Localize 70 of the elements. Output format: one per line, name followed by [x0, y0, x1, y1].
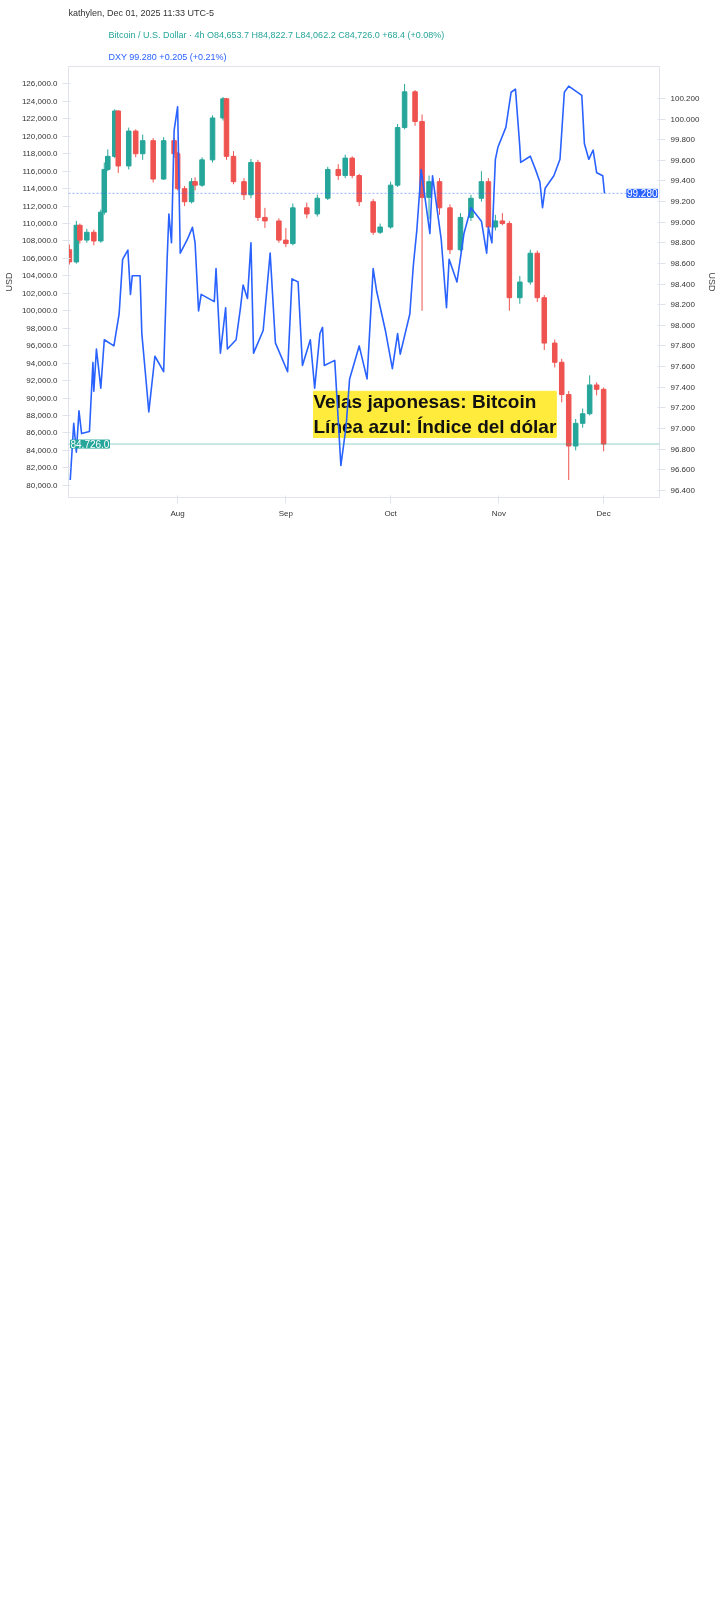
line-series: [69, 85, 606, 481]
y2-tick-label: 96.600: [670, 465, 696, 475]
ref-line-label: 99.280: [626, 188, 658, 200]
y-tick-label: 110,000.0: [22, 219, 59, 229]
y-tick-label: 84,000.0: [26, 445, 59, 455]
y-tick-label: 92,000.0: [26, 376, 59, 386]
y-tick-label: 96,000.0: [26, 341, 59, 351]
y2-tick-label: 99.400: [670, 176, 696, 186]
y2-tick-label: 97.000: [670, 423, 696, 433]
y2-tick-label: 96.800: [670, 444, 696, 454]
y2-tick-label: 98.800: [670, 238, 696, 248]
x-tick-label: Oct: [384, 508, 398, 518]
y-tick-label: 82,000.0: [26, 463, 59, 473]
y-tick-label: 100,000.0: [21, 306, 59, 316]
y2-tick-label: 98.400: [670, 279, 696, 289]
x-tick-label: Dec: [596, 508, 611, 518]
y2-tick-label: 99.800: [670, 135, 696, 145]
y2-tick-label: 98.200: [670, 300, 696, 310]
y2-tick-label: 97.600: [670, 362, 696, 372]
y-tick-label: 124,000.0: [21, 96, 59, 106]
y-tick-label: 116,000.0: [22, 166, 59, 176]
text: DXY 99.280 +0.205 (+0.21%): [108, 51, 227, 62]
y2-tick-label: 97.800: [670, 341, 696, 351]
y2-tick-label: 100.000: [670, 114, 700, 124]
y-tick-label: 126,000.0: [21, 79, 59, 89]
y2-tick-label: 99.600: [670, 155, 696, 165]
candlestick: [342, 154, 348, 179]
y-tick-label: 80,000.0: [26, 480, 59, 490]
y-tick-label: 120,000.0: [21, 131, 59, 141]
candlestick: [426, 175, 432, 220]
y-axis-title: USD: [3, 272, 14, 292]
candlestick: [241, 177, 247, 201]
y-tick-label: 108,000.0: [21, 236, 59, 246]
y-tick-label: 90,000.0: [26, 393, 59, 403]
y2-tick-label: 97.200: [670, 403, 696, 413]
y2-tick-label: 98.000: [670, 320, 696, 330]
x-tick-label: Aug: [170, 508, 185, 518]
y2-tick-label: 99.200: [670, 197, 696, 207]
y-tick-label: 118,000.0: [22, 149, 59, 159]
candlestick: [192, 176, 198, 191]
ref-line-label: 84,726.0: [70, 439, 110, 451]
text: kathylen, Dec 01, 2025 11:33 UTC-5: [68, 7, 214, 18]
y-tick-label: 104,000.0: [21, 271, 59, 281]
y-tick-label: 122,000.0: [21, 114, 59, 124]
x-tick-label: Sep: [278, 508, 294, 518]
y2-tick-label: 99.000: [670, 217, 696, 227]
y2-tick-label: 98.600: [670, 258, 696, 268]
y-tick-label: 112,000.0: [22, 201, 59, 211]
candlestick: [478, 170, 485, 203]
y2-axis-title: USD: [707, 272, 718, 292]
candlestick: [551, 339, 558, 368]
y2-tick-label: 97.400: [670, 382, 696, 392]
x-tick-label: Nov: [491, 508, 506, 518]
candlestick: [132, 128, 139, 158]
candlestick: [139, 134, 146, 161]
chart-title: Bitcoin / U.S. Dollar · 4h O84,653.7 H84,822.7 L84,062.2 C84,726.0 +68.4 (+0.08%): [108, 29, 445, 40]
y2-tick-label: 100.200: [670, 93, 700, 103]
candlestick: [314, 194, 321, 218]
y-tick-label: 94,000.0: [26, 358, 59, 368]
y-tick-label: 98,000.0: [26, 323, 59, 333]
candlestick: [517, 275, 523, 305]
y-tick-label: 86,000.0: [26, 428, 59, 438]
y-tick-label: 106,000.0: [21, 253, 59, 263]
candlestick: [283, 227, 289, 248]
y2-tick-label: 96.400: [670, 485, 696, 495]
y-tick-label: 88,000.0: [26, 410, 59, 420]
y-tick-label: 102,000.0: [21, 288, 59, 298]
candlestick: [77, 223, 83, 245]
candlestick: [276, 217, 282, 244]
y-tick-label: 114,000.0: [22, 184, 59, 194]
